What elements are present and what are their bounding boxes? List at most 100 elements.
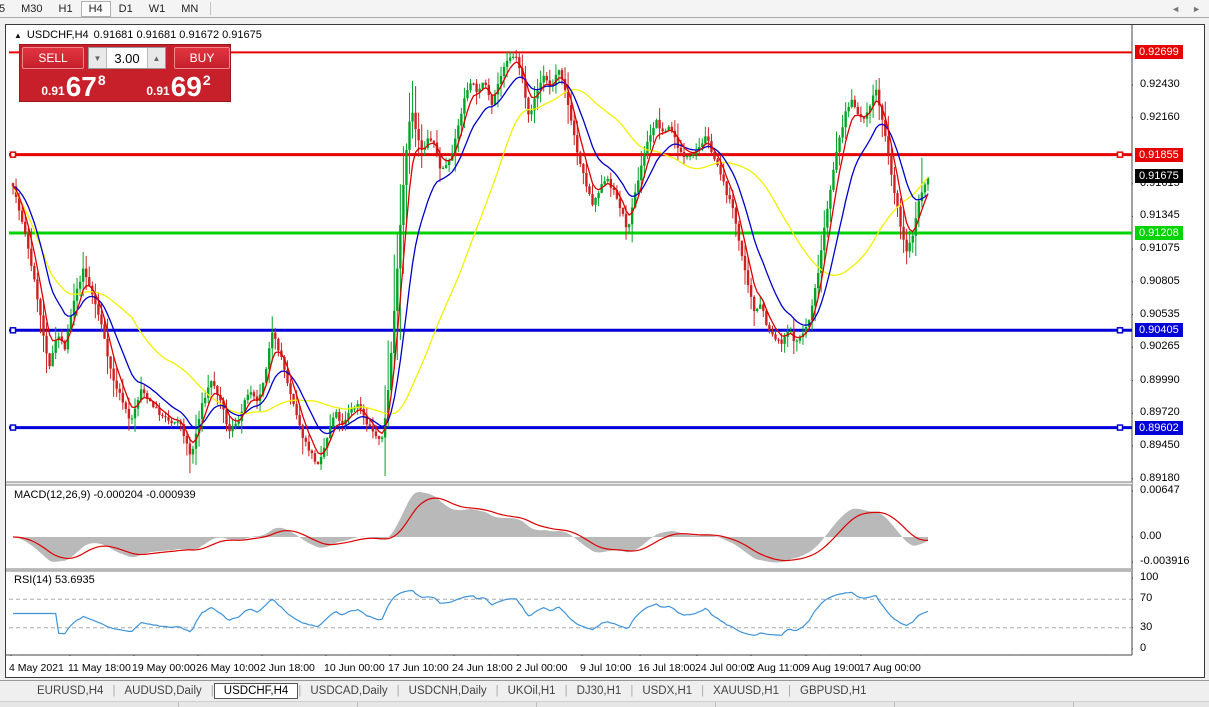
candle-body [411, 112, 414, 122]
candle-body [807, 320, 811, 327]
candle-body [566, 90, 570, 106]
pane-separator [6, 482, 1132, 485]
line-drag-handle[interactable] [1116, 424, 1124, 431]
candle-body [655, 119, 658, 128]
candle-body [463, 98, 466, 114]
candle-body [740, 240, 744, 256]
rsi-line [13, 589, 929, 637]
one-click-panel-toggle-icon[interactable]: ▲ [14, 30, 22, 40]
line-drag-handle[interactable] [9, 327, 17, 334]
candle-body [319, 456, 323, 465]
candle-body [307, 441, 311, 451]
volume-spinner: ▼ 3.00 ▲ [88, 47, 166, 69]
period-button-h1[interactable]: H1 [58, 2, 73, 15]
candle-body [579, 152, 582, 164]
candle-body [737, 223, 741, 241]
tab-usdx-h1[interactable]: USDX,H1 [642, 685, 693, 697]
sell-price-display[interactable]: 0.91 67 8 [22, 71, 125, 101]
chart-window: ▲ USDCHF,H4 0.91681 0.91681 0.91672 0.91… [5, 24, 1205, 678]
candle-body [588, 186, 591, 195]
chart-plot-area[interactable] [6, 25, 1205, 678]
candle-body [390, 353, 393, 391]
bottom-scroll-strip[interactable] [0, 701, 1209, 707]
candle-body [508, 57, 512, 61]
buy-button[interactable]: BUY [174, 47, 230, 69]
time-label: 4 May 2021 [9, 662, 64, 674]
candle-body [139, 389, 143, 401]
candle-body [524, 78, 527, 98]
candle-body [560, 70, 564, 80]
candle-body [676, 137, 680, 148]
candle-body [441, 167, 445, 170]
tab-xauusd-h1[interactable]: XAUUSD,H1 [713, 685, 779, 697]
tab-separator: | [701, 685, 705, 697]
candle-body [142, 389, 146, 394]
ohlc-values: 0.91681 0.91681 0.91672 0.91675 [93, 29, 262, 41]
line-drag-handle[interactable] [1116, 151, 1124, 158]
candle-wick [689, 155, 691, 161]
sell-button[interactable]: SELL [22, 47, 84, 69]
candle-body [759, 304, 762, 309]
candle-body [893, 174, 896, 194]
candle-body [301, 425, 304, 438]
candle-body [868, 106, 872, 113]
volume-increase-button[interactable]: ▲ [147, 48, 165, 68]
candle-body [304, 437, 307, 442]
candle-body [88, 277, 91, 286]
candle-body [36, 279, 39, 300]
candle-body [905, 239, 908, 252]
price-axis[interactable]: 0.924300.921600.916150.913450.910750.908… [1133, 25, 1204, 655]
candle-body [380, 437, 384, 439]
candle-body [466, 90, 469, 99]
candle-body [377, 436, 381, 439]
candle-body [203, 397, 207, 404]
candle-body [502, 66, 506, 76]
line-drag-handle[interactable] [1116, 327, 1124, 334]
candle-body [85, 268, 88, 278]
tab-eurusd-h4[interactable]: EURUSD,H4 [37, 685, 104, 697]
tab-usdcad-daily[interactable]: USDCAD,Daily [310, 685, 388, 697]
candle-body [823, 227, 826, 251]
buy-price-display[interactable]: 0.91 69 2 [127, 71, 230, 101]
tab-scroll-right-button[interactable]: ► [1192, 4, 1201, 14]
tab-dj30-h1[interactable]: DJ30,H1 [576, 685, 622, 697]
candle-body [853, 99, 856, 107]
tab-usdcnh-daily[interactable]: USDCNH,Daily [408, 685, 487, 697]
candle-wick [790, 327, 792, 334]
candle-body [688, 155, 692, 157]
candle-wick [598, 191, 600, 207]
candle-body [313, 453, 317, 462]
tab-scroll-left-button[interactable]: ◄ [1171, 4, 1181, 14]
period-button-w1[interactable]: W1 [148, 2, 166, 15]
line-drag-handle[interactable] [9, 424, 17, 431]
period-button-d1[interactable]: D1 [118, 2, 133, 15]
line-drag-handle[interactable] [9, 151, 17, 158]
candle-body [66, 331, 70, 350]
candle-body [158, 407, 161, 415]
candle-wick [378, 435, 380, 446]
candle-body [188, 443, 192, 455]
tab-ukoil-h1[interactable]: UKOil,H1 [507, 685, 556, 697]
volume-decrease-button[interactable]: ▼ [89, 48, 107, 68]
candle-body [371, 426, 375, 432]
candle-body [155, 407, 158, 409]
period-button-m30[interactable]: M30 [21, 2, 43, 15]
tab-usdchf-h4[interactable]: USDCHF,H4 [213, 683, 299, 699]
price-tick-label: 0.91075 [1140, 242, 1180, 255]
period-button-h4[interactable]: H4 [80, 0, 111, 17]
candle-wick [604, 176, 606, 186]
candle-body [173, 422, 176, 424]
candle-wick [412, 80, 414, 139]
candle-wick [851, 89, 853, 109]
candle-wick [628, 223, 630, 234]
tab-gbpusd-h1[interactable]: GBPUSD,H1 [800, 685, 867, 697]
time-axis[interactable]: 4 May 2021 11 May 18:00 19 May 00:00 26 May… [6, 656, 1132, 677]
period-button-mn[interactable]: MN [181, 2, 199, 15]
candle-body [521, 68, 524, 79]
candle-wick [445, 157, 447, 169]
candle-body [615, 189, 619, 199]
candle-body [789, 330, 792, 333]
period-button-m15[interactable]: 5 [0, 1, 13, 17]
volume-input[interactable]: 3.00 [114, 50, 140, 66]
tab-audusd-daily[interactable]: AUDUSD,Daily [124, 685, 202, 697]
